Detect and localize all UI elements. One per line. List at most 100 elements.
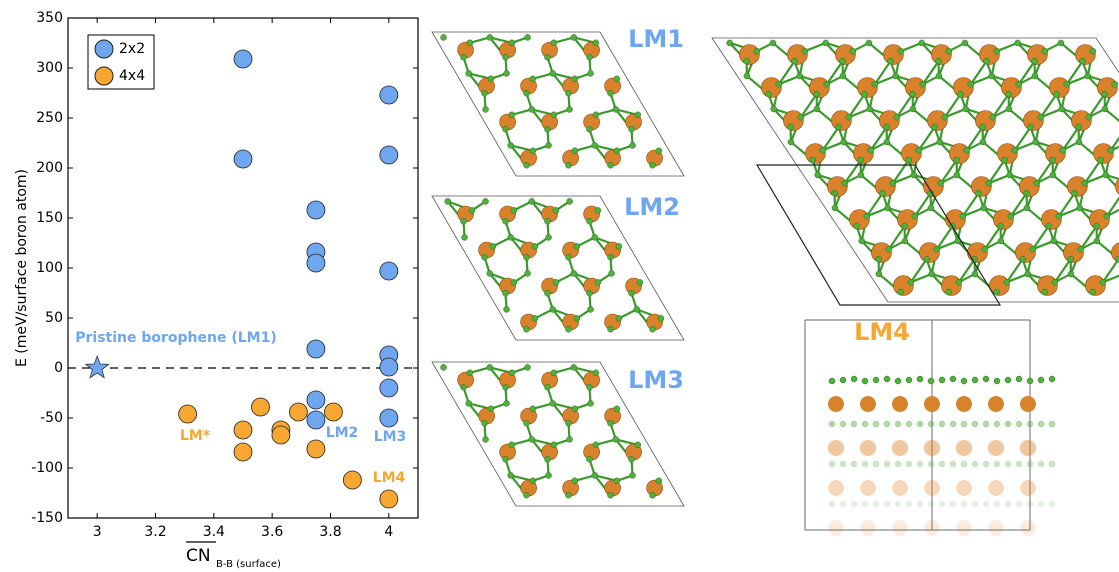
boron-atom [989, 113, 997, 121]
boron-atom [1057, 39, 1065, 47]
bond [553, 366, 575, 374]
boron-atom [649, 161, 656, 169]
boron-atom [1048, 375, 1056, 383]
metal-atom [988, 440, 1004, 456]
boron-atom [510, 207, 518, 214]
boron-atom [993, 377, 1001, 385]
bond [1058, 206, 1081, 218]
bond [777, 60, 796, 85]
boron-atom [524, 34, 531, 41]
bond [1005, 258, 1024, 283]
structure-label: LM3 [628, 366, 684, 394]
bond [935, 225, 954, 250]
boron-atom [607, 161, 614, 169]
data-point [178, 404, 197, 424]
boron-atom [839, 460, 847, 468]
boron-atom [938, 500, 946, 508]
bond [1084, 173, 1107, 185]
boron-atom [853, 222, 860, 230]
boron-atom [980, 204, 987, 212]
boron-atom [892, 72, 899, 80]
boron-atom [523, 419, 530, 427]
boron-atom [1032, 138, 1039, 146]
metal-atom [828, 520, 844, 536]
boron-atom [586, 217, 593, 225]
metal-atom [1020, 480, 1036, 496]
boron-atom [607, 419, 614, 427]
bond [887, 225, 906, 250]
metal-atom [988, 520, 1004, 536]
cell-outline [755, 164, 1002, 306]
boron-atom [813, 90, 820, 98]
boron-atom [1084, 72, 1091, 80]
boron-atom [1048, 460, 1056, 468]
boron-atom [945, 288, 952, 296]
boron-atom [971, 420, 979, 428]
boron-atom [831, 204, 839, 212]
boron-atom [916, 500, 924, 508]
boron-atom [770, 105, 777, 113]
boron-atom [840, 138, 847, 146]
bond [511, 438, 533, 446]
boron-atom [508, 111, 516, 119]
boron-atom [634, 111, 642, 119]
boron-atom [918, 39, 925, 47]
y-tick-label: -150 [31, 510, 63, 526]
boron-atom [466, 369, 474, 377]
boron-atom [960, 500, 968, 508]
bond [821, 126, 840, 151]
boron-atom [849, 47, 857, 55]
bond [939, 159, 958, 184]
y-tick-label: -100 [31, 460, 63, 476]
boron-atom [629, 142, 636, 149]
boron-atom [959, 212, 967, 220]
boron-atom [883, 420, 891, 428]
bond [492, 236, 512, 248]
boron-atom [1063, 80, 1071, 88]
boron-atom [919, 80, 927, 88]
bond [910, 272, 933, 284]
boron-atom [907, 278, 915, 286]
boron-atom [1081, 179, 1089, 187]
boron-atom [523, 161, 530, 169]
bond [1087, 93, 1106, 118]
boron-atom [813, 105, 821, 113]
boron-atom [962, 105, 969, 113]
data-point [306, 339, 326, 359]
y-tick-label: 350 [36, 10, 63, 26]
boron-atom [879, 189, 886, 197]
boron-atom [949, 420, 957, 428]
boron-atom [629, 472, 636, 479]
boron-atom [983, 57, 990, 65]
boron-atom [1029, 245, 1037, 253]
metal-atom [956, 440, 972, 456]
annotation: Pristine borophene (LM1) [75, 330, 277, 346]
x-tick-label: 3.4 [203, 524, 225, 540]
boron-atom [1067, 255, 1074, 263]
boron-atom [828, 460, 836, 468]
boron-atom [628, 289, 635, 297]
metal-atom [828, 440, 844, 456]
boron-atom [571, 75, 579, 83]
bond [987, 159, 1006, 184]
boron-atom [565, 491, 572, 499]
boron-atom [502, 383, 509, 391]
boron-atom [982, 375, 990, 383]
boron-atom [465, 70, 472, 77]
metal-atom [892, 396, 908, 412]
boron-atom [981, 245, 989, 253]
boron-atom [933, 245, 941, 253]
metal-atom [892, 520, 908, 536]
boron-atom [608, 270, 615, 277]
x-tick-label: 3 [93, 524, 102, 540]
bond [532, 72, 554, 80]
boron-atom [1026, 460, 1034, 468]
boron-atom [949, 375, 957, 383]
boron-atom [1051, 278, 1059, 286]
data-point [379, 408, 399, 428]
boron-atom [927, 204, 935, 212]
boron-atom [894, 460, 902, 468]
boron-atom [982, 460, 990, 468]
boron-atom [1097, 156, 1104, 164]
annotation: LM4 [373, 470, 406, 486]
